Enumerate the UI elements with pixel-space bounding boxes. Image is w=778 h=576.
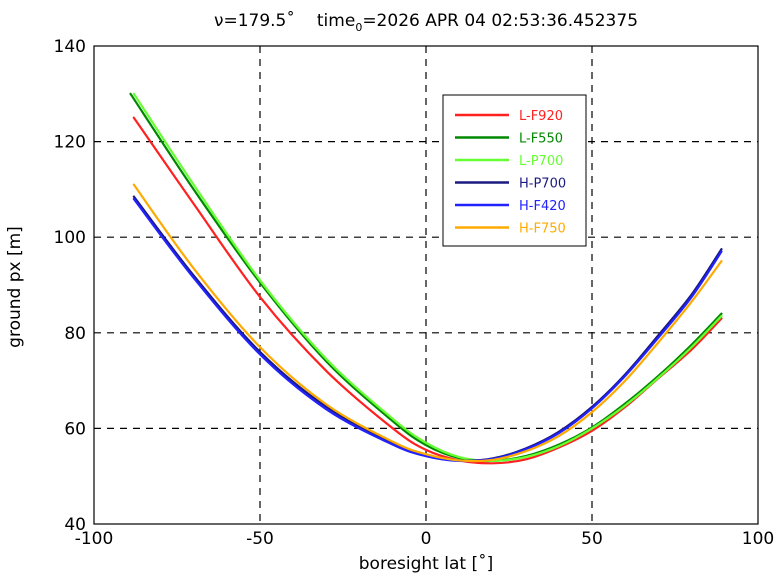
chart-title: ν=179.5˚ time0=2026 APR 04 02:53:36.45237… <box>214 10 638 34</box>
legend-label: L-F920 <box>519 109 563 124</box>
plot-frame <box>93 45 759 525</box>
series-line-l-f550 <box>129 92 723 463</box>
y-tick-label: 40 <box>64 515 86 535</box>
legend-label: H-F750 <box>519 222 566 237</box>
y-tick-label: 140 <box>54 37 86 57</box>
x-tick-label: -100 <box>75 529 114 549</box>
legend-label: H-P700 <box>519 177 566 192</box>
chart-title-time-sub: 0 <box>355 21 362 34</box>
series-line-h-p700 <box>132 195 723 462</box>
y-tick-label: 60 <box>64 419 86 439</box>
y-axis-label: ground px [m] <box>5 226 25 348</box>
legend-label: L-F550 <box>519 132 563 147</box>
series-lines <box>129 92 723 465</box>
chart-title-time-label: time <box>317 11 355 31</box>
x-tick-label: 100 <box>742 529 774 549</box>
series-line-h-f750 <box>132 183 723 463</box>
y-tick-label: 100 <box>54 228 86 248</box>
series-line-l-p700 <box>132 92 723 463</box>
legend-label: L-P700 <box>519 154 563 169</box>
legend: L-F920 L-F550 L-P700 H-P700 H-F420 H-F750 <box>442 94 587 247</box>
x-tick-label: 0 <box>421 529 432 549</box>
series-line-l-f920 <box>132 116 723 465</box>
x-tick-labels: -100 -50 0 50 100 <box>75 529 775 549</box>
chart-title-time-value: =2026 APR 04 02:53:36.452375 <box>362 11 638 31</box>
y-tick-label: 120 <box>54 133 86 153</box>
legend-box <box>442 94 587 247</box>
series-line-h-f420 <box>132 197 723 463</box>
y-tick-label: 80 <box>64 324 86 344</box>
x-tick-label: -50 <box>246 529 274 549</box>
y-tick-labels: 40 60 80 100 120 140 <box>54 37 86 535</box>
x-axis-label: boresight lat [˚] <box>359 553 493 574</box>
grid-lines <box>94 46 758 524</box>
legend-label: H-F420 <box>519 199 566 214</box>
chart-title-prefix: ν=179.5˚ <box>214 10 295 31</box>
x-tick-label: 50 <box>581 529 603 549</box>
